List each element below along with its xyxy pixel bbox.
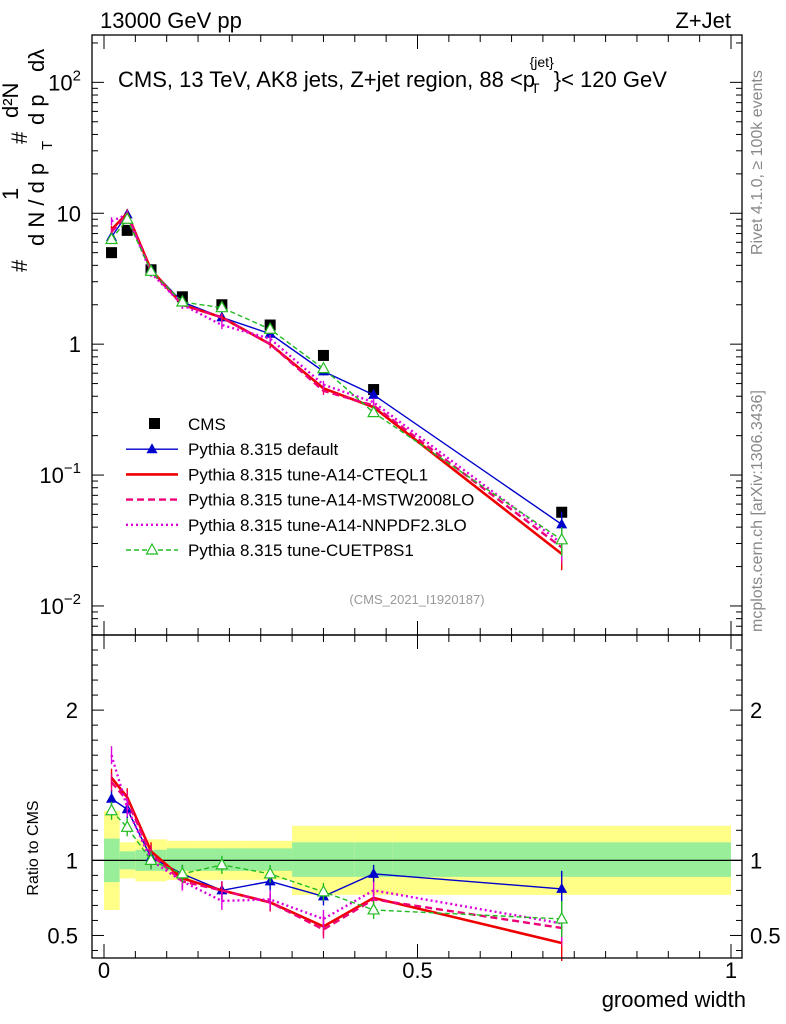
legend: CMS Pythia 8.315 default Pythia 8.315 tune…	[126, 415, 474, 560]
series-marker	[215, 300, 229, 313]
legend-marker	[145, 542, 159, 555]
ratio-y-tick-label: 0.5	[47, 923, 78, 948]
ratio-y-tick-label: 2	[66, 698, 78, 723]
series-marker	[120, 211, 134, 224]
y-label-dn: d N / d p	[24, 163, 49, 246]
series-marker	[105, 232, 119, 245]
legend-label: Pythia 8.315 default	[188, 440, 339, 459]
y-label-t-sub: T	[39, 141, 56, 150]
legend-label: Pythia 8.315 tune-A14-CTEQL1	[188, 465, 428, 484]
data-point	[317, 349, 329, 361]
series-line	[111, 212, 563, 545]
y-tick-exponent: −1	[64, 460, 81, 477]
ratio-marker	[368, 867, 380, 878]
ratio-marker	[556, 882, 568, 893]
ratio-marker	[175, 866, 189, 879]
ratio-y-tick-label-right: 1	[750, 848, 762, 873]
ratio-y-axis-label: Ratio to CMS	[25, 800, 42, 895]
y-tick-label: 102	[48, 67, 81, 95]
title-post: }< 120 GeV	[554, 67, 667, 92]
ratio-marker	[316, 884, 330, 897]
series-marker	[175, 294, 189, 307]
series-marker	[263, 321, 277, 334]
series-marker	[367, 405, 381, 418]
ratio-marker	[144, 853, 158, 865]
data-point	[121, 224, 133, 236]
header-left-title: 13000 GeV pp	[100, 8, 242, 33]
legend-marker	[149, 418, 160, 429]
ratio-y-tick-label-right: 2	[750, 698, 762, 723]
y-tick-exponent: 2	[73, 67, 81, 84]
y-tick-base: 10	[39, 594, 63, 619]
ratio-band-inner	[245, 848, 293, 871]
title-sup: {jet}	[530, 54, 554, 70]
series-marker	[556, 518, 568, 529]
y-tick-label: 1	[69, 332, 81, 357]
x-axis-label: groomed width	[602, 987, 746, 1012]
main-y-axis-label: # 1 d N / d p T # d²N d p dλ	[0, 49, 56, 272]
legend-label: Pythia 8.315 tune-A14-NNPDF2.3LO	[188, 516, 467, 535]
x-tick-label: 0	[98, 958, 110, 983]
ratio-marker	[105, 803, 119, 816]
y-label-hash-2: #	[7, 131, 32, 144]
x-tick-label: 0.5	[402, 958, 433, 983]
analysis-reference: (CMS_2021_I1920187)	[349, 592, 484, 607]
series-marker	[144, 264, 158, 276]
ratio-marker	[367, 902, 381, 915]
ratio-band-inner	[292, 842, 355, 877]
series-line	[110, 217, 563, 541]
legend-label: Pythia 8.315 tune-CUETP8S1	[188, 541, 414, 560]
legend-label: CMS	[188, 415, 226, 434]
header-right-title: Z+Jet	[675, 8, 731, 33]
title-sub: T	[531, 80, 540, 96]
y-label-dpt: d p	[24, 94, 49, 125]
ratio-panel: 0 0.5 1 0.5 0.5 1 1 2 2	[47, 634, 781, 983]
y-tick-base: 10	[48, 70, 72, 95]
y-label-dl: dλ	[24, 49, 49, 72]
y-label-one: 1	[0, 188, 23, 200]
ratio-marker	[120, 820, 134, 832]
ratio-marker	[215, 857, 229, 870]
series-marker	[555, 532, 569, 545]
legend-marker	[146, 443, 158, 454]
mcplots-label: mcplots.cern.ch [arXiv:1306.3436]	[749, 390, 766, 632]
y-tick-label: 10	[57, 201, 81, 226]
y-tick-base: 10	[39, 463, 63, 488]
y-label-d2n: d²N	[0, 83, 23, 118]
y-tick-exponent: −2	[64, 591, 81, 608]
ratio-line	[110, 781, 562, 931]
series-marker	[368, 388, 380, 399]
x-tick-label: 1	[725, 958, 737, 983]
ratio-y-tick-label-right: 0.5	[750, 923, 781, 948]
y-tick-label: 10−2	[39, 591, 81, 619]
ratio-marker	[263, 866, 277, 879]
data-point	[106, 247, 118, 259]
ratio-y-tick-label: 1	[66, 848, 78, 873]
chart-title: CMS, 13 TeV, AK8 jets, Z+jet region, 88 …	[118, 54, 667, 96]
ratio-band-inner	[166, 848, 199, 871]
legend-label: Pythia 8.315 tune-A14-MSTW2008LO	[188, 491, 474, 510]
ratio-marker	[106, 792, 118, 803]
y-label-hash: #	[7, 259, 32, 272]
title-pre: CMS, 13 TeV, AK8 jets, Z+jet region, 88 …	[118, 67, 535, 92]
rivet-version-label: Rivet 4.1.0, ≥ 100k events	[749, 70, 766, 255]
series-line	[110, 212, 563, 549]
ratio-marker	[555, 911, 569, 924]
y-tick-label: 10−1	[39, 460, 81, 488]
series-marker	[316, 361, 330, 374]
